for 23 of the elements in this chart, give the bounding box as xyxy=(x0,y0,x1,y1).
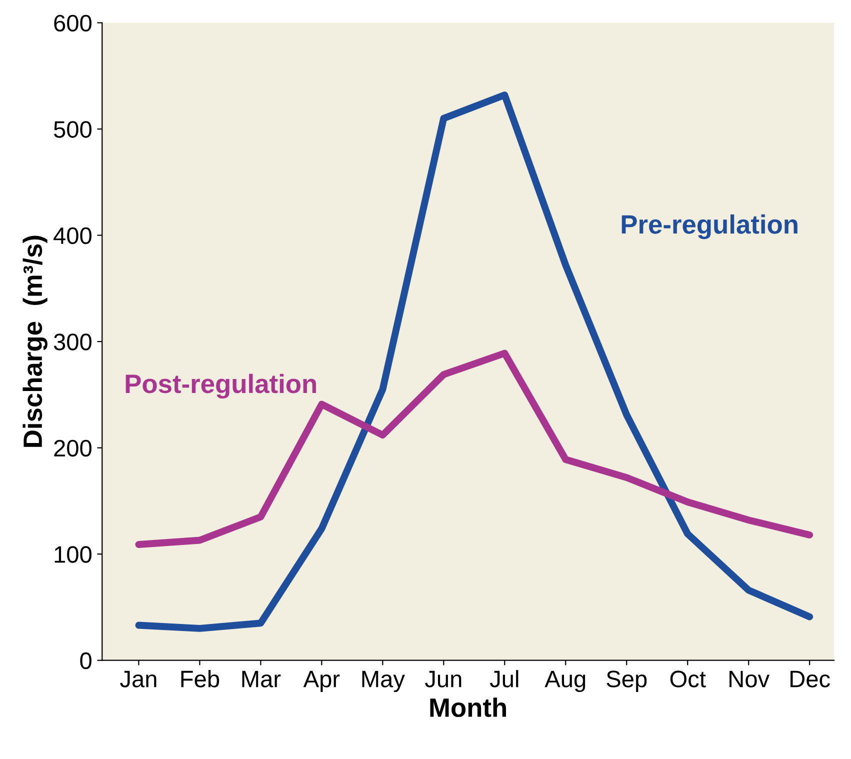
x-tick-label: Nov xyxy=(730,670,770,688)
y-tick-label: 100 xyxy=(54,546,92,563)
x-tick-label: Sep xyxy=(606,670,647,692)
text: Pre-regulation xyxy=(622,214,798,240)
x-tick-label: May xyxy=(362,670,405,692)
y-tick-label: 500 xyxy=(54,121,92,138)
x-tick-label: Jan xyxy=(120,670,156,688)
x-tick-label: Oct xyxy=(670,670,706,688)
y-tick-label: 200 xyxy=(54,440,92,457)
y-tick-label: 600 xyxy=(54,14,92,32)
x-tick-label: Jun xyxy=(424,670,462,688)
x-tick-label: Feb xyxy=(181,670,220,688)
y-tick-label: 300 xyxy=(54,334,92,350)
y-tick-label: 400 xyxy=(54,227,92,244)
x-tick-label: Dec xyxy=(790,670,830,688)
x-tick-label: Mar xyxy=(242,670,281,688)
series-label: Post-regulation xyxy=(126,374,316,399)
x-tick-label: Jul xyxy=(490,670,518,688)
x-tick-label: Apr xyxy=(303,670,340,692)
x-axis-title: Month xyxy=(430,698,506,717)
x-tick-label: Aug xyxy=(544,670,586,692)
y-tick-label: 0 xyxy=(80,652,92,670)
y-axis-title: Discharge (m³/s) xyxy=(22,236,48,447)
